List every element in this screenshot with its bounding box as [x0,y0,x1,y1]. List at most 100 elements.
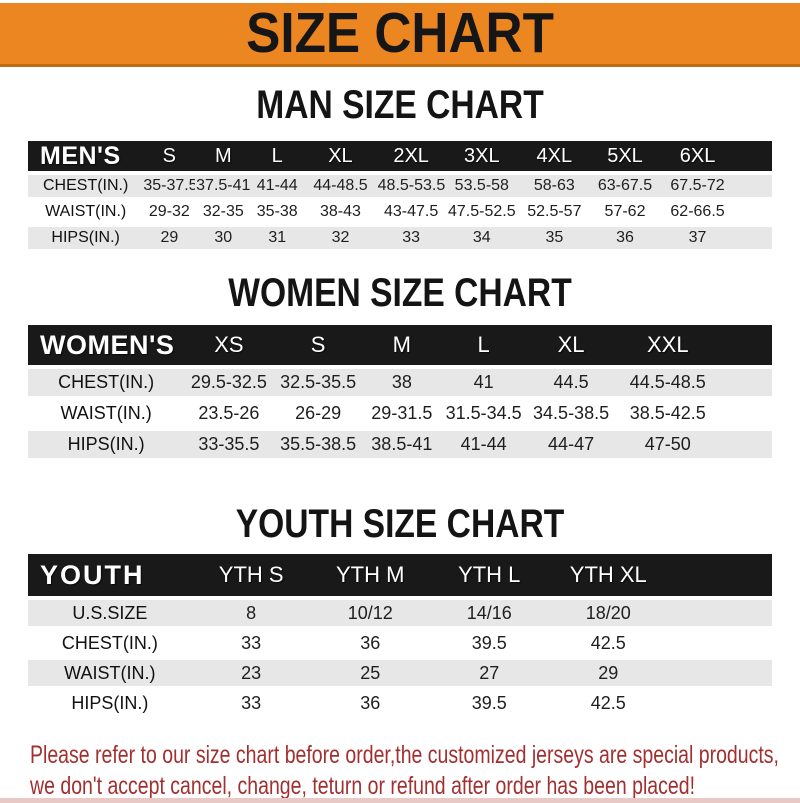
cell-value: 32 [303,227,378,249]
table-row: HIPS(IN.) 33 36 39.5 42.5 [28,690,772,716]
cell-value: 25 [310,660,430,686]
table-group-label: YOUTH [28,554,192,596]
column-header: M [362,325,441,365]
row-filler [734,227,772,249]
row-label: CHEST(IN.) [28,175,144,197]
table-header-row: YOUTH YTH S YTH M YTH L YTH XL [28,554,772,596]
cell-value: 44.5 [526,369,616,396]
row-label: HIPS(IN.) [28,690,192,716]
cell-value: 10/12 [310,600,430,626]
footer-line-2: we don't accept cancel, change, teturn o… [30,772,695,800]
cell-value: 29-32 [143,201,196,223]
column-header: YTH XL [548,554,668,596]
cell-value: 29 [548,660,668,686]
cell-value: 43-47.5 [377,201,445,223]
cell-value: 44-48.5 [303,175,378,197]
row-label: CHEST(IN.) [28,630,192,656]
women-section-heading: WOMEN SIZE CHART [228,271,572,315]
row-filler [719,400,772,427]
section-women: WOMEN SIZE CHART WOMEN'S XS S M L XL XXL CHEST(… [0,271,800,462]
table-group-label: WOMEN'S [28,325,185,365]
women-size-table: WOMEN'S XS S M L XL XXL CHEST(IN.) 29.5-32.5 32.5… [28,321,772,462]
cell-value: 41 [440,369,527,396]
cell-value: 33 [377,227,445,249]
cell-value: 36 [310,690,430,716]
cell-value: 36 [589,227,661,249]
column-header: YTH S [191,554,311,596]
column-header: YTH L [429,554,549,596]
cell-value: 36 [310,630,430,656]
column-header: YTH M [310,554,430,596]
row-label: CHEST(IN.) [28,369,185,396]
table-row: U.S.SIZE 8 10/12 14/16 18/20 [28,600,772,626]
column-header: XS [184,325,274,365]
table-header-row: WOMEN'S XS S M L XL XXL [28,325,772,365]
column-header: 2XL [377,141,445,171]
column-header: M [195,141,252,171]
table-row: WAIST(IN.) 29-32 32-35 35-38 38-43 43-47.5 47.… [28,201,772,223]
men-section-heading: MAN SIZE CHART [256,83,544,127]
cell-value: 41-44 [251,175,304,197]
youth-size-table: YOUTH YTH S YTH M YTH L YTH XL U.S.SIZE 8 10/12… [28,550,772,720]
column-header: S [143,141,196,171]
table-row: CHEST(IN.) 29.5-32.5 32.5-35.5 38 41 44.5 44.5… [28,369,772,396]
column-header: L [440,325,527,365]
column-header: 6XL [660,141,735,171]
footer-line-1: Please refer to our size chart before or… [30,741,779,769]
cell-value: 62-66.5 [660,201,735,223]
row-filler [719,369,772,396]
cell-value: 39.5 [429,630,549,656]
cell-value: 67.5-72 [660,175,735,197]
table-row: HIPS(IN.) 29 30 31 32 33 34 35 36 37 [28,227,772,249]
cell-value: 38.5-41 [362,431,441,458]
cell-value: 37 [660,227,735,249]
cell-value: 48.5-53.5 [377,175,445,197]
row-label: WAIST(IN.) [28,201,144,223]
row-filler [667,660,772,686]
column-header: 3XL [444,141,519,171]
cell-value: 34.5-38.5 [526,400,616,427]
header-filler [734,141,772,171]
row-filler [667,630,772,656]
cell-value: 42.5 [548,690,668,716]
cell-value: 38 [362,369,441,396]
row-label: U.S.SIZE [28,600,192,626]
row-label: WAIST(IN.) [28,400,185,427]
men-size-table: MEN'S S M L XL 2XL 3XL 4XL 5XL 6XL CHEST(IN.) 35-37… [28,137,772,253]
cell-value: 14/16 [429,600,549,626]
cell-value: 31 [251,227,304,249]
cell-value: 30 [195,227,252,249]
cell-value: 57-62 [589,201,661,223]
cell-value: 38.5-42.5 [615,400,720,427]
table-row: WAIST(IN.) 23.5-26 26-29 29-31.5 31.5-34.5 34… [28,400,772,427]
bottom-border-strip [0,798,800,803]
column-header: 5XL [589,141,661,171]
footer-note: Please refer to our size chart before or… [0,740,800,802]
cell-value: 41-44 [440,431,527,458]
cell-value: 34 [444,227,519,249]
cell-value: 44.5-48.5 [615,369,720,396]
cell-value: 32.5-35.5 [273,369,363,396]
cell-value: 42.5 [548,630,668,656]
cell-value: 33 [191,630,311,656]
header-filler [667,554,772,596]
column-header: 4XL [519,141,590,171]
cell-value: 27 [429,660,549,686]
row-filler [734,175,772,197]
cell-value: 52.5-57 [519,201,590,223]
column-header: XL [526,325,616,365]
page-title: SIZE CHART [246,1,554,65]
cell-value: 23.5-26 [184,400,274,427]
row-label: WAIST(IN.) [28,660,192,686]
row-filler [667,690,772,716]
row-filler [719,431,772,458]
cell-value: 63-67.5 [589,175,661,197]
column-header: XL [303,141,378,171]
column-header: L [251,141,304,171]
cell-value: 33 [191,690,311,716]
section-youth: YOUTH SIZE CHART YOUTH YTH S YTH M YTH L YTH… [0,502,800,720]
cell-value: 35-38 [251,201,304,223]
section-men: MAN SIZE CHART MEN'S S M L XL 2XL 3XL 4XL 5XL 6XL… [0,83,800,253]
table-row: CHEST(IN.) 35-37.5 37.5-41 41-44 44-48.5 48.5… [28,175,772,197]
